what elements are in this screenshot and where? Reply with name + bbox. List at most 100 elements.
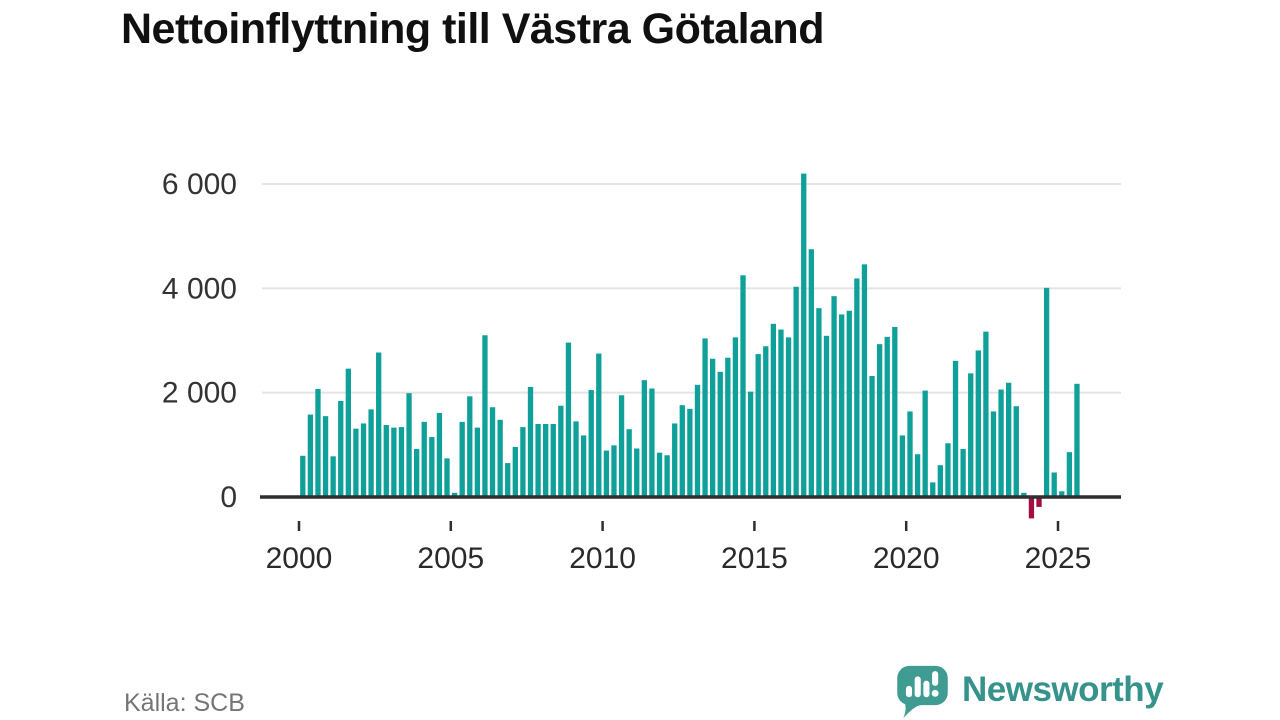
bar (990, 411, 997, 497)
x-axis-label: 2020 (873, 542, 940, 575)
bar (543, 423, 549, 497)
x-axis-label: 2005 (417, 542, 484, 575)
bar (1006, 382, 1012, 497)
bar (876, 344, 883, 497)
bar (307, 414, 314, 497)
bar (914, 454, 921, 497)
bar (330, 456, 336, 497)
bar (459, 421, 465, 497)
bar (603, 450, 610, 497)
bar (360, 423, 367, 497)
bar (535, 423, 541, 497)
bar (573, 421, 579, 497)
y-axis-label: 2 000 (162, 377, 237, 410)
bar (391, 427, 397, 497)
bar (785, 337, 792, 497)
bar (527, 386, 534, 497)
bar (937, 465, 943, 497)
bar (968, 373, 974, 498)
x-axis-label: 2025 (1025, 542, 1092, 575)
bar (952, 360, 959, 498)
newsworthy-logo-icon (897, 665, 948, 719)
bar (808, 249, 814, 497)
bar (656, 452, 663, 497)
x-axis-label: 2000 (266, 542, 333, 575)
bar (406, 393, 412, 497)
bar (383, 425, 389, 497)
logo-bar-2 (914, 676, 921, 698)
bar (596, 353, 602, 497)
bar (588, 390, 594, 497)
bar (1043, 287, 1050, 497)
bar (451, 492, 458, 497)
bar (300, 455, 306, 497)
bar (1066, 452, 1073, 497)
logo-exclamation-dot (931, 689, 939, 697)
logo-bar-3 (923, 680, 930, 698)
bar (368, 409, 374, 497)
bar (793, 286, 799, 497)
bar (960, 449, 966, 497)
bar (861, 264, 868, 497)
bar (763, 346, 769, 497)
bar (1028, 497, 1035, 519)
bar (930, 482, 936, 497)
bar (436, 413, 443, 497)
logo-bar-1 (905, 685, 913, 698)
bar (649, 388, 655, 497)
speech-bubble-shape (897, 665, 948, 719)
bar (740, 275, 746, 497)
bar (975, 350, 981, 497)
y-axis-label: 4 000 (162, 272, 237, 305)
bar (717, 371, 723, 497)
bar (983, 331, 989, 497)
newsworthy-logo: Newsworthy (896, 665, 1164, 719)
bar (816, 308, 822, 497)
bar (580, 435, 587, 497)
bar (482, 335, 488, 497)
bar (839, 314, 845, 497)
bar (664, 455, 670, 497)
bar (801, 173, 807, 497)
bar (770, 323, 777, 497)
bar (550, 423, 556, 497)
bar (414, 449, 420, 497)
bar (884, 336, 890, 497)
bar (1036, 497, 1042, 507)
source-label: Källa: SCB (124, 689, 245, 717)
bar (398, 427, 405, 497)
bar (489, 407, 496, 497)
bar (444, 458, 450, 497)
bar (634, 448, 640, 498)
bar (353, 428, 359, 497)
bar (846, 310, 852, 497)
bar (710, 358, 716, 497)
bar (315, 389, 321, 497)
bar (679, 405, 685, 497)
bar (429, 437, 435, 497)
bar (618, 395, 625, 497)
bar (702, 338, 708, 497)
bar (732, 337, 739, 497)
bar (505, 463, 511, 497)
bar (376, 352, 382, 497)
bar (474, 427, 481, 497)
bar (626, 429, 632, 497)
bar (907, 411, 913, 497)
y-axis-label: 0 (220, 481, 237, 514)
newsworthy-logo-text: Newsworthy (962, 670, 1164, 709)
bar (869, 375, 875, 497)
bar (345, 368, 351, 497)
bar (497, 419, 503, 497)
bar (421, 421, 427, 497)
x-axis-label: 2015 (721, 542, 788, 575)
bar (1013, 406, 1019, 497)
bar (694, 384, 701, 497)
bar (854, 278, 860, 497)
bar (565, 342, 572, 497)
bar (672, 423, 678, 497)
bar (899, 435, 906, 497)
bar (467, 396, 473, 497)
